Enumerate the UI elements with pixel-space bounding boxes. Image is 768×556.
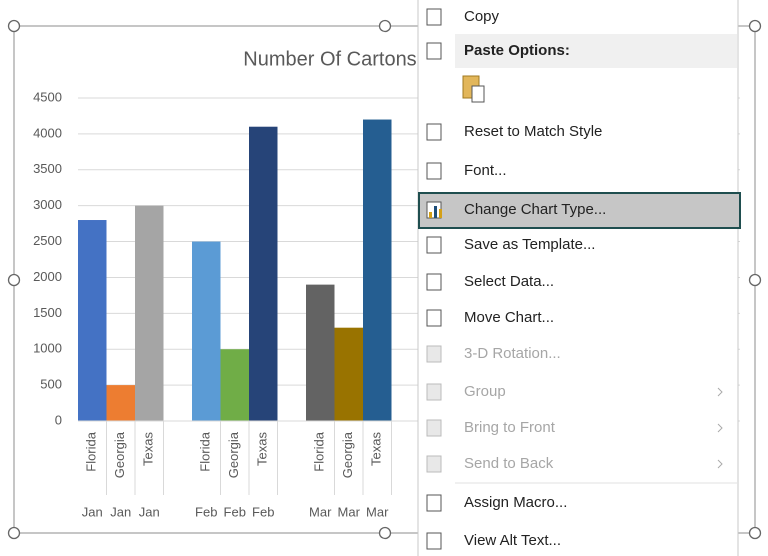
menu-item[interactable]: Assign Macro...: [426, 494, 567, 512]
menu-icon: [426, 383, 442, 401]
bar: [334, 327, 363, 421]
menu-item[interactable]: Select Data...: [426, 273, 554, 291]
x-tick-label: Georgia: [340, 431, 355, 478]
menu-icon: [426, 345, 442, 363]
bar: [192, 241, 221, 421]
y-tick-label: 3500: [33, 161, 62, 176]
icon-bar: [429, 212, 432, 218]
menu-icon: [426, 42, 442, 60]
menu-item: Paste Options:: [426, 34, 737, 68]
y-tick-label: 2000: [33, 269, 62, 284]
bar: [363, 119, 392, 422]
y-tick-label: 0: [55, 412, 62, 427]
submenu-arrow: [717, 423, 723, 433]
y-tick-label: 4000: [33, 125, 62, 140]
bar: [106, 385, 135, 421]
menu-item[interactable]: Save as Template...: [426, 236, 595, 254]
menu-label: Group: [464, 383, 506, 400]
selection-handles: [7, 19, 762, 540]
resize-handle[interactable]: [748, 273, 762, 287]
menu-icon: [426, 236, 442, 254]
menu-label: Reset to Match Style: [464, 123, 602, 140]
x-tick-label: Florida: [198, 431, 213, 472]
group-label: Mar: [338, 504, 361, 519]
menu-icon: [426, 309, 442, 327]
resize-handle[interactable]: [748, 526, 762, 540]
group-label: Feb: [195, 504, 217, 519]
group-label: Jan: [110, 504, 131, 519]
bar: [78, 220, 107, 421]
y-tick-label: 1500: [33, 305, 62, 320]
group-label: Mar: [366, 504, 389, 519]
menu-icon: [426, 455, 442, 473]
resize-handle[interactable]: [378, 19, 392, 33]
menu-item[interactable]: Reset to Match Style: [426, 123, 602, 141]
group-label: Feb: [224, 504, 246, 519]
bar: [220, 349, 249, 421]
group-label: Mar: [309, 504, 332, 519]
x-tick-label: Georgia: [112, 431, 127, 478]
menu-highlight: [418, 192, 741, 229]
menu-icon: [426, 273, 442, 291]
menu-item[interactable]: Change Chart Type...: [418, 192, 741, 229]
resize-handle[interactable]: [7, 526, 21, 540]
menu-item: Bring to Front: [426, 419, 723, 437]
bar: [306, 284, 335, 421]
menu-item[interactable]: Font...: [426, 162, 507, 180]
icon-bar: [439, 209, 442, 218]
menu-icon: [426, 162, 442, 180]
paste-icon-sheet: [471, 85, 485, 103]
menu-item: Group: [426, 383, 723, 401]
menu-label: Copy: [464, 8, 500, 25]
menu-header-bg: [455, 34, 737, 68]
menu-item: Send to Back: [426, 455, 723, 473]
menu-label: View Alt Text...: [464, 532, 561, 549]
y-tick-label: 4500: [33, 89, 62, 104]
menu-item[interactable]: View Alt Text...: [426, 532, 561, 550]
bar: [249, 126, 278, 421]
menu-label: 3-D Rotation...: [464, 345, 561, 362]
y-tick-label: 3000: [33, 197, 62, 212]
menu-label: Change Chart Type...: [464, 201, 606, 218]
menu-item: 3-D Rotation...: [426, 345, 561, 363]
menu-label: Paste Options:: [464, 42, 570, 59]
menu-icon: [426, 494, 442, 512]
y-tick-label: 500: [40, 377, 62, 392]
menu-icon: [426, 123, 442, 141]
group-label: Jan: [139, 504, 160, 519]
submenu-arrow: [717, 459, 723, 469]
x-tick-label: Texas: [141, 432, 156, 466]
x-tick-label: Texas: [255, 432, 270, 466]
x-tick-label: Florida: [312, 431, 327, 472]
menu-label: Assign Macro...: [464, 494, 567, 511]
menu-item[interactable]: Move Chart...: [426, 309, 554, 327]
y-tick-label: 2500: [33, 233, 62, 248]
resize-handle[interactable]: [7, 273, 21, 287]
resize-handle[interactable]: [378, 526, 392, 540]
menu-label: Send to Back: [464, 455, 554, 472]
group-label: Jan: [82, 504, 103, 519]
submenu-arrow: [717, 387, 723, 397]
x-tick-label: Georgia: [226, 431, 241, 478]
resize-handle[interactable]: [748, 19, 762, 33]
icon-bar: [434, 206, 437, 218]
x-tick-label: Texas: [369, 432, 384, 466]
bar: [135, 205, 164, 421]
group-label: Feb: [252, 504, 274, 519]
menu-label: Select Data...: [464, 273, 554, 290]
chart-title: Number Of Cartons: [243, 48, 416, 70]
menu-label: Move Chart...: [464, 309, 554, 326]
x-tick-label: Florida: [84, 431, 99, 472]
menu-item[interactable]: Copy: [426, 8, 500, 26]
menu-icon: [426, 8, 442, 26]
y-tick-label: 1000: [33, 341, 62, 356]
resize-handle[interactable]: [7, 19, 21, 33]
menu-label: Font...: [464, 162, 507, 179]
menu-icon: [426, 419, 442, 437]
menu-label: Bring to Front: [464, 419, 556, 436]
context-menu: Copy Paste Options: Reset to Match Style Fo…: [417, 0, 741, 556]
menu-label: Save as Template...: [464, 236, 595, 253]
menu-icon: [426, 532, 442, 550]
